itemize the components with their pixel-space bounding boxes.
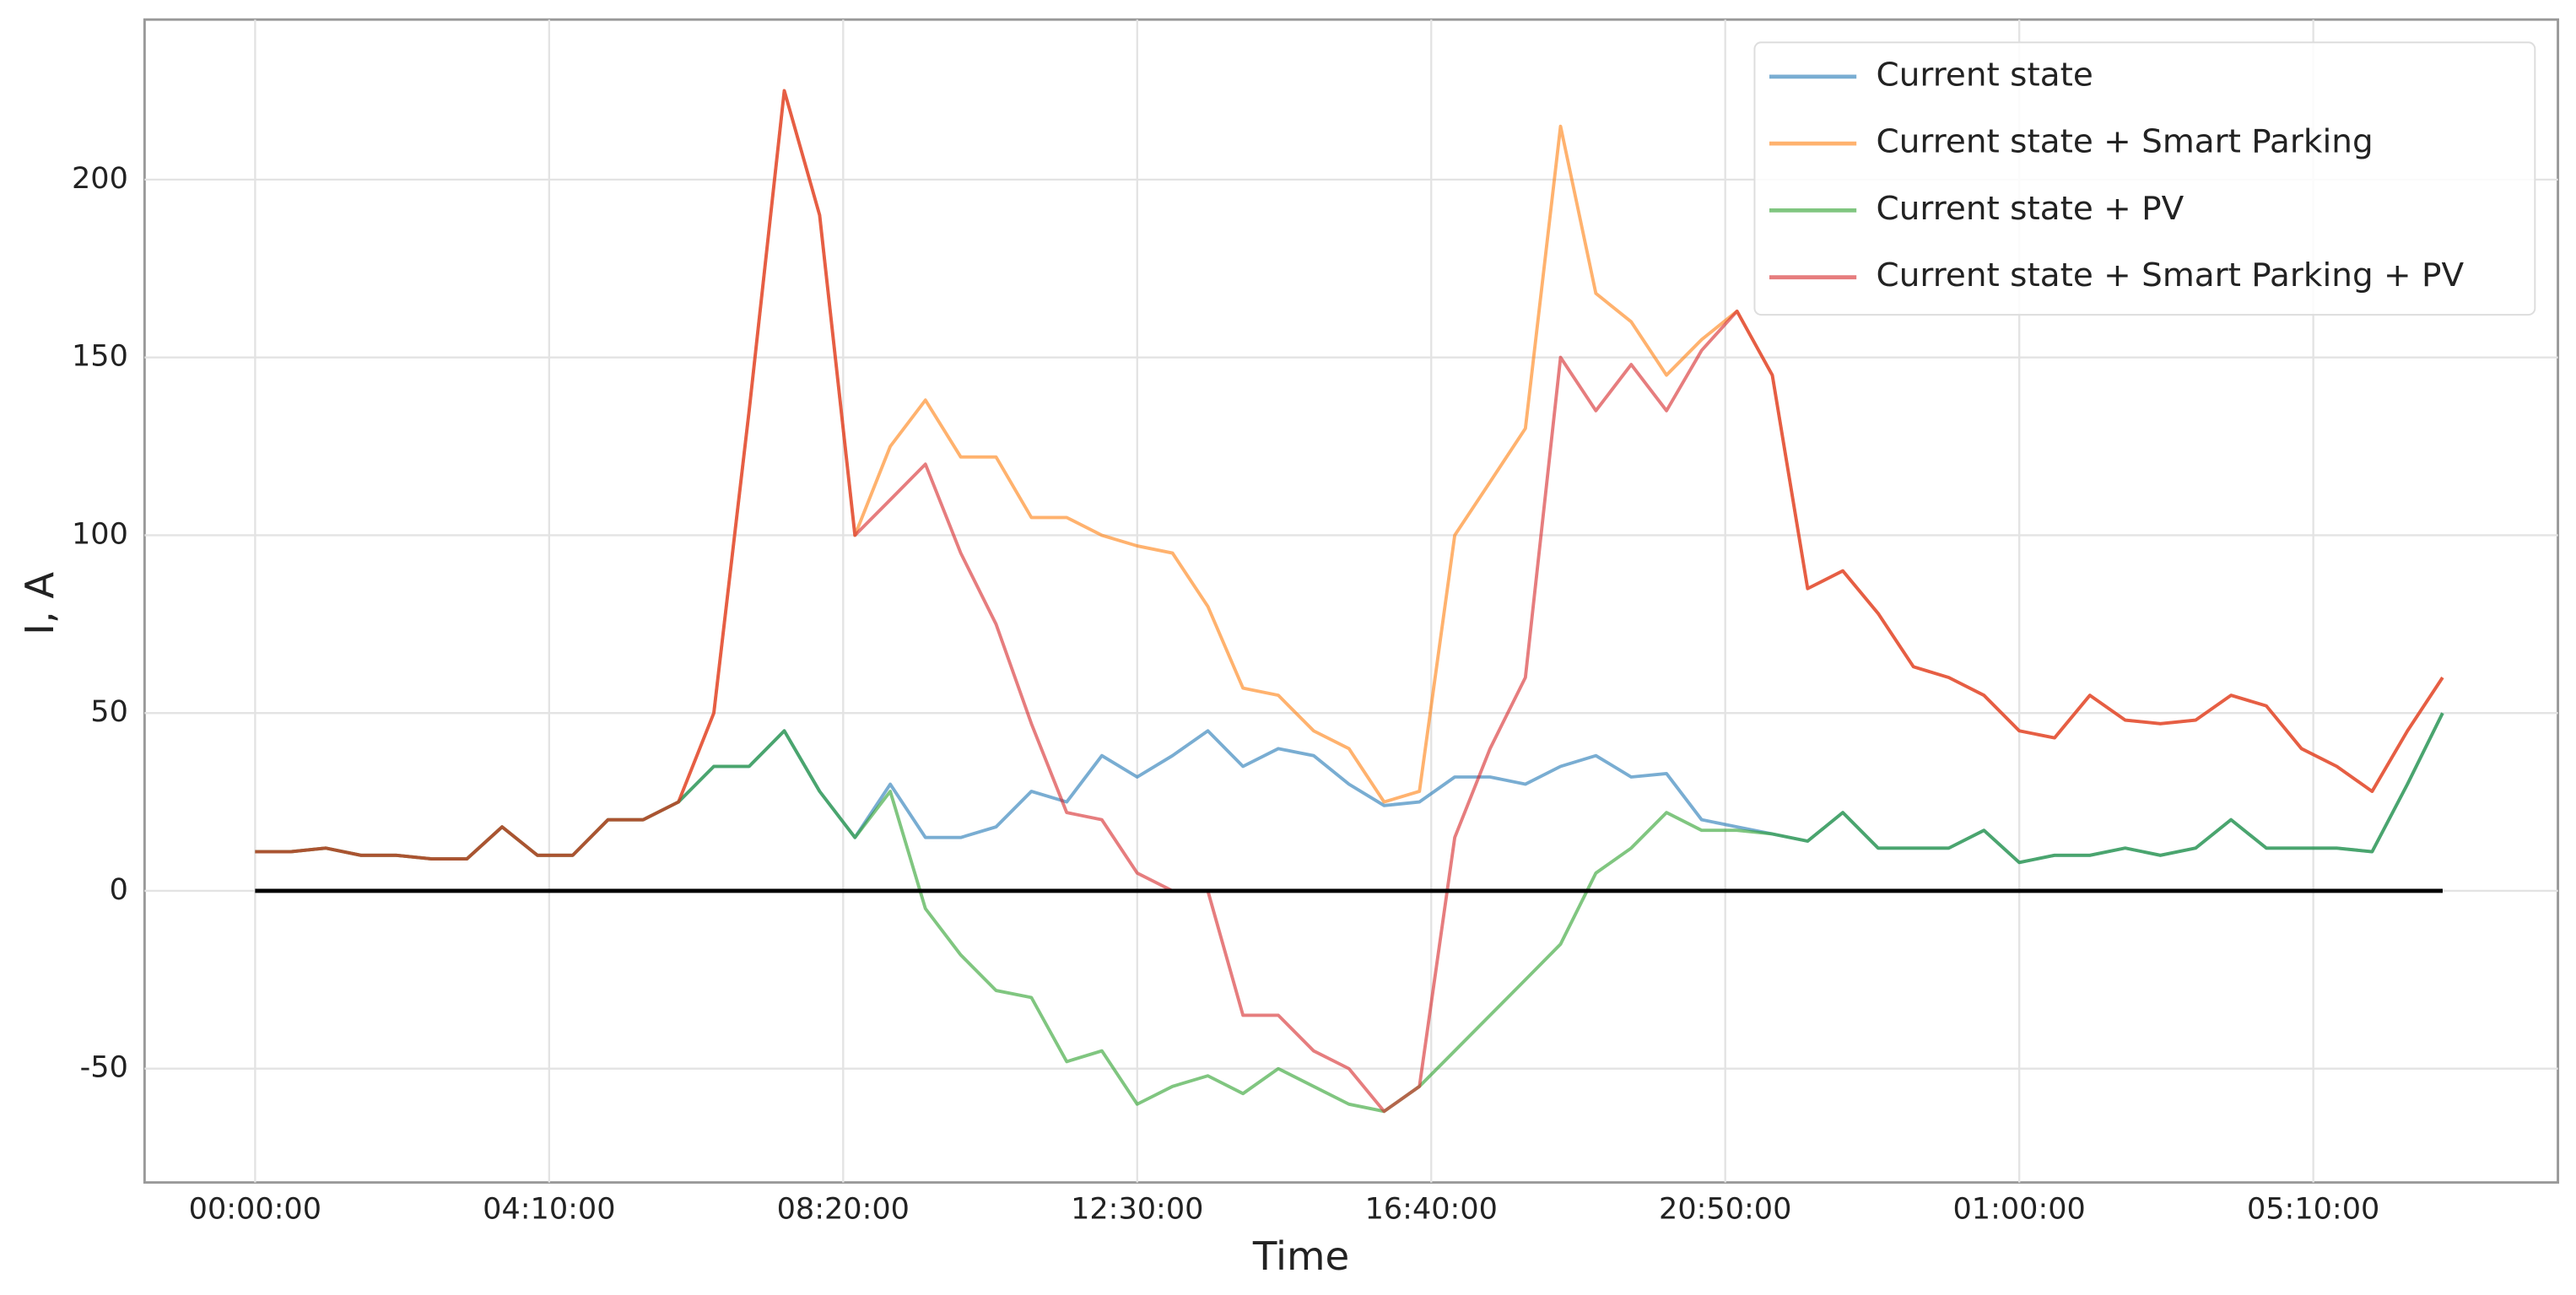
x-tick-label: 12:30:00: [1071, 1193, 1203, 1227]
x-tick-label: 16:40:00: [1365, 1193, 1498, 1227]
x-tick-label: 04:10:00: [483, 1193, 615, 1227]
x-tick-label: 20:50:00: [1659, 1193, 1791, 1227]
y-axis-label: I, A: [17, 572, 62, 635]
legend-label: Current state + Smart Parking: [1877, 123, 2373, 161]
y-tick-label: -50: [80, 1051, 128, 1085]
y-tick-label: 50: [90, 695, 128, 729]
x-tick-label: 08:20:00: [777, 1193, 910, 1227]
x-axis-label: Time: [1252, 1233, 1349, 1279]
y-tick-label: 200: [72, 162, 128, 196]
y-tick-label: 0: [110, 873, 128, 907]
x-tick-label: 00:00:00: [189, 1193, 321, 1227]
legend-box: [1753, 41, 2536, 316]
x-tick-label: 01:00:00: [1953, 1193, 2086, 1227]
legend-label: Current state + PV: [1877, 190, 2184, 228]
legend-label: Current state + Smart Parking + PV: [1877, 256, 2465, 294]
y-tick-label: 150: [72, 340, 128, 374]
series-line: [255, 89, 2444, 1114]
legend: Current state Current state + Smart Parki…: [1753, 41, 2536, 316]
legend-label: Current state: [1877, 56, 2093, 94]
y-tick-label: 100: [72, 517, 128, 551]
x-tick-label: 05:10:00: [2247, 1193, 2379, 1227]
